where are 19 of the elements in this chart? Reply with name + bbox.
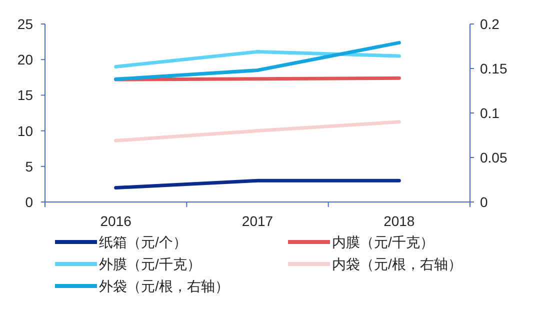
- legend-label: 内膜（元/千克）: [332, 234, 434, 250]
- x-tick-label: 2017: [242, 213, 274, 229]
- legend-label: 外膜（元/千克）: [99, 256, 201, 272]
- y-tick-label: 25: [17, 16, 34, 32]
- y2-tick-label: 0: [480, 194, 488, 210]
- y2-tick-label: 0.2: [480, 16, 500, 32]
- y2-tick-label: 0.15: [480, 60, 508, 76]
- legend-label: 纸箱（元/个）: [99, 234, 187, 250]
- x-tick-label: 2016: [100, 213, 132, 229]
- y-tick-label: 0: [25, 194, 34, 210]
- y-tick-label: 15: [17, 87, 34, 104]
- y-tick-label: 20: [17, 52, 34, 68]
- x-tick-label: 2018: [384, 213, 415, 229]
- y2-tick-label: 0.05: [480, 150, 508, 166]
- y-tick-label: 5: [25, 158, 34, 174]
- legend-label: 内袋（元/根，右轴）: [332, 256, 462, 272]
- y-tick-label: 10: [17, 122, 34, 139]
- y2-tick-label: 0.1: [480, 105, 500, 121]
- legend-label: 外袋（元/根，右轴）: [99, 278, 229, 294]
